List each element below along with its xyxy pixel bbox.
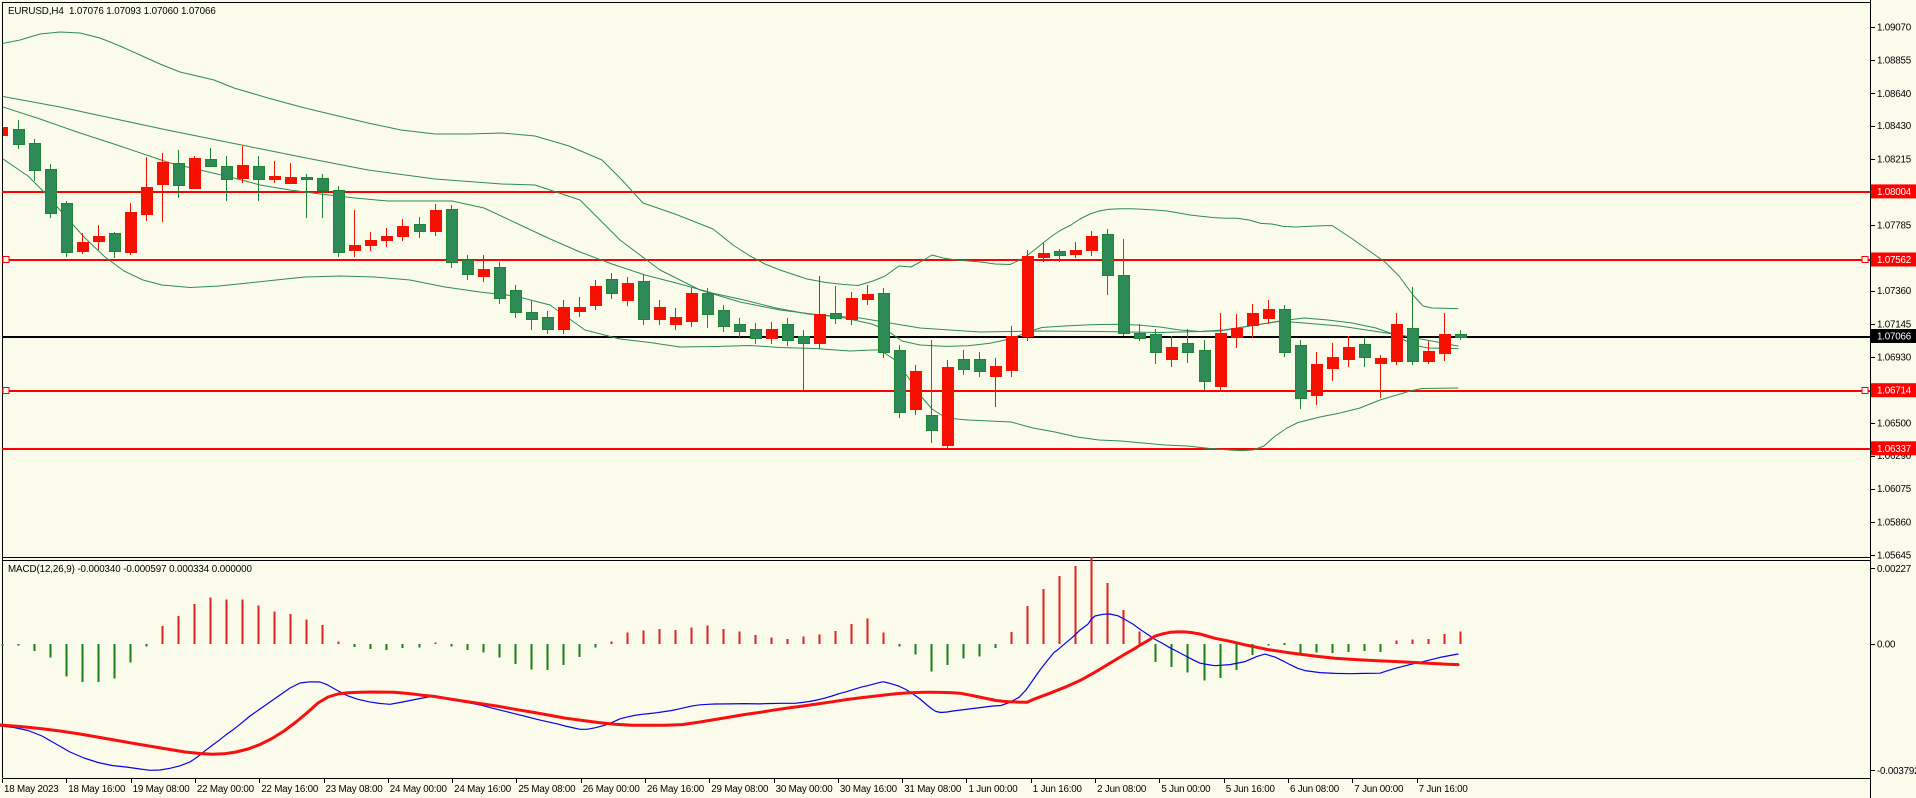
svg-text:MACD(12,26,9) -0.000340 -0.000: MACD(12,26,9) -0.000340 -0.000597 0.0003… xyxy=(8,564,252,575)
svg-text:1.07360: 1.07360 xyxy=(1877,286,1912,297)
svg-text:6 Jun 08:00: 6 Jun 08:00 xyxy=(1290,784,1340,795)
svg-text:1.05860: 1.05860 xyxy=(1877,517,1912,528)
svg-text:EURUSD,H4 1.07076 1.07093 1.0: EURUSD,H4 1.07076 1.07093 1.07060 1.0706… xyxy=(8,6,216,17)
svg-text:7 Jun 00:00: 7 Jun 00:00 xyxy=(1354,784,1404,795)
svg-text:1.05645: 1.05645 xyxy=(1877,550,1912,561)
svg-text:1.06290: 1.06290 xyxy=(1877,451,1912,462)
svg-text:1.06075: 1.06075 xyxy=(1877,484,1912,495)
svg-text:1.06714: 1.06714 xyxy=(1877,386,1912,397)
svg-text:26 May 00:00: 26 May 00:00 xyxy=(583,784,641,795)
svg-text:30 May 00:00: 30 May 00:00 xyxy=(776,784,834,795)
svg-text:1.08215: 1.08215 xyxy=(1877,154,1912,165)
svg-text:1.08004: 1.08004 xyxy=(1877,187,1912,198)
svg-text:7 Jun 16:00: 7 Jun 16:00 xyxy=(1419,784,1469,795)
svg-text:1.06930: 1.06930 xyxy=(1877,352,1912,363)
svg-text:1.08430: 1.08430 xyxy=(1877,121,1912,132)
svg-text:5 Jun 16:00: 5 Jun 16:00 xyxy=(1226,784,1276,795)
svg-text:29 May 08:00: 29 May 08:00 xyxy=(711,784,769,795)
svg-text:5 Jun 00:00: 5 Jun 00:00 xyxy=(1161,784,1211,795)
svg-text:22 May 16:00: 22 May 16:00 xyxy=(261,784,319,795)
svg-text:1.06500: 1.06500 xyxy=(1877,419,1912,430)
svg-text:23 May 08:00: 23 May 08:00 xyxy=(326,784,384,795)
svg-text:22 May 00:00: 22 May 00:00 xyxy=(197,784,255,795)
svg-text:30 May 16:00: 30 May 16:00 xyxy=(840,784,898,795)
svg-text:1.08640: 1.08640 xyxy=(1877,89,1912,100)
svg-text:0.00: 0.00 xyxy=(1877,640,1896,651)
svg-text:1 Jun 00:00: 1 Jun 00:00 xyxy=(969,784,1019,795)
svg-text:26 May 16:00: 26 May 16:00 xyxy=(647,784,705,795)
svg-text:1.07562: 1.07562 xyxy=(1877,255,1911,266)
svg-text:18 May 2023: 18 May 2023 xyxy=(4,784,59,795)
svg-text:1.07066: 1.07066 xyxy=(1877,332,1912,343)
svg-text:24 May 16:00: 24 May 16:00 xyxy=(454,784,512,795)
svg-text:25 May 08:00: 25 May 08:00 xyxy=(518,784,576,795)
svg-text:1.07145: 1.07145 xyxy=(1877,319,1912,330)
svg-text:-0.003792: -0.003792 xyxy=(1877,766,1916,777)
svg-text:31 May 08:00: 31 May 08:00 xyxy=(904,784,962,795)
svg-text:24 May 00:00: 24 May 00:00 xyxy=(390,784,448,795)
svg-text:1.09070: 1.09070 xyxy=(1877,23,1912,34)
svg-text:19 May 08:00: 19 May 08:00 xyxy=(133,784,191,795)
svg-text:18 May 16:00: 18 May 16:00 xyxy=(68,784,126,795)
svg-text:1.08855: 1.08855 xyxy=(1877,56,1912,67)
svg-text:1 Jun 16:00: 1 Jun 16:00 xyxy=(1033,784,1083,795)
svg-text:0.00227: 0.00227 xyxy=(1877,564,1911,575)
svg-text:2 Jun 08:00: 2 Jun 08:00 xyxy=(1097,784,1147,795)
svg-text:1.06337: 1.06337 xyxy=(1877,444,1911,455)
svg-text:1.07785: 1.07785 xyxy=(1877,221,1912,232)
